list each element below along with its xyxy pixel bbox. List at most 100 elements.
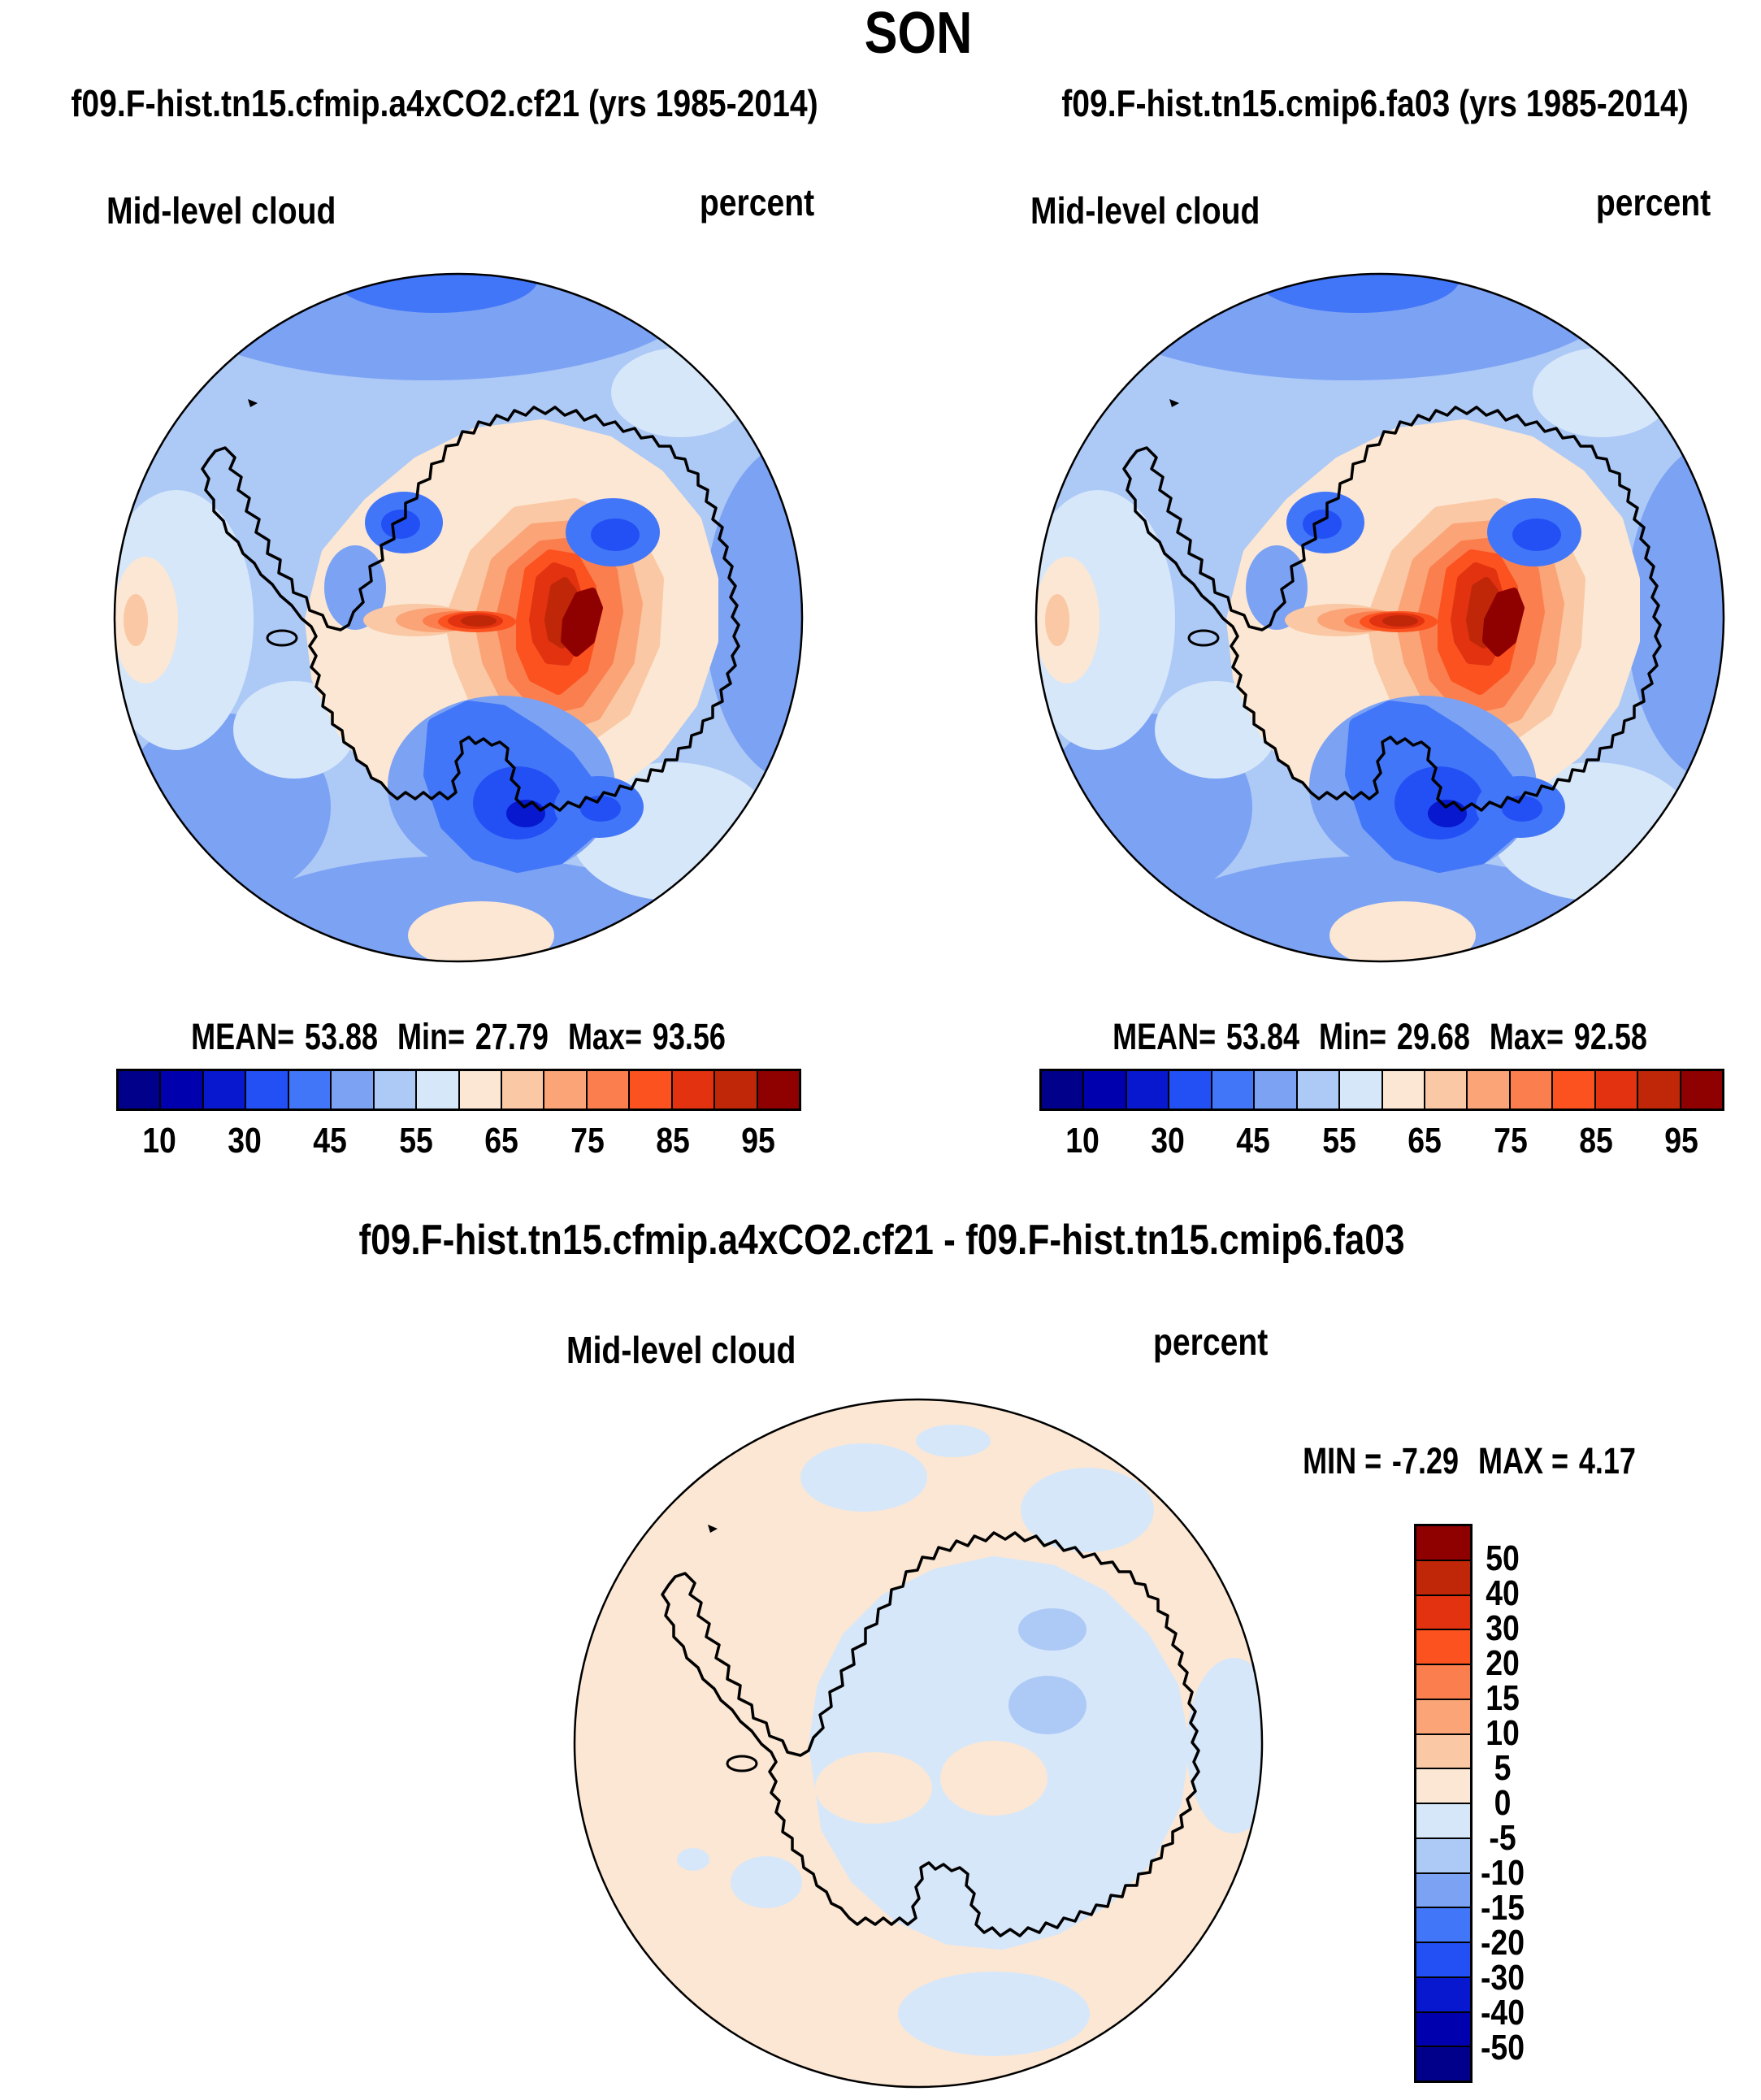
colorbar-segment xyxy=(1042,1071,1085,1109)
diff-colorbar-tick-label: -20 xyxy=(1480,1923,1525,1963)
stats-right: MEAN= 53.84 Min= 29.68 Max= 92.58 xyxy=(1113,1016,1647,1058)
colorbar-tick-label: 85 xyxy=(656,1121,690,1161)
colorbar-segment xyxy=(1425,1071,1468,1109)
diff-colorbar-tick-label: -15 xyxy=(1480,1888,1525,1928)
colorbar-segment xyxy=(374,1071,418,1109)
subtitle-left-case: f09.F-hist.tn15.cfmip.a4xCO2.cf21 (yrs 1… xyxy=(71,82,818,124)
diff-colorbar-tick-label: 50 xyxy=(1486,1538,1520,1578)
stats-left: MEAN= 53.88 Min= 27.79 Max= 93.56 xyxy=(191,1016,726,1058)
colorbar-tick-label: 55 xyxy=(1322,1121,1356,1161)
colorbar-segment xyxy=(1416,1838,1470,1874)
colorbar-ticks-left: 10 30 45 55 65 75 85 95 xyxy=(116,1123,801,1165)
min-value: 27.79 xyxy=(475,1016,549,1057)
colorbar-diff xyxy=(1414,1524,1473,2083)
max-value: 4.17 xyxy=(1578,1440,1636,1482)
map-left xyxy=(111,271,805,965)
colorbar-segment xyxy=(1416,1873,1470,1909)
colorbar-segment xyxy=(544,1071,588,1109)
colorbar-tick-label: 10 xyxy=(1065,1121,1100,1161)
subtitle-right-case: f09.F-hist.tn15.cmip6.fa03 (yrs 1985-201… xyxy=(1061,82,1689,124)
mean-value: 53.84 xyxy=(1225,1016,1300,1057)
min-label: MIN = xyxy=(1303,1440,1382,1482)
diff-colorbar-tick-label: -30 xyxy=(1480,1958,1525,1998)
colorbar-segment xyxy=(1416,1526,1470,1561)
colorbar-segment xyxy=(1638,1071,1681,1109)
colorbar-segment xyxy=(1255,1071,1298,1109)
colorbar-segment xyxy=(246,1071,289,1109)
diff-colorbar-tick-label: 40 xyxy=(1486,1573,1520,1613)
field-label-diff: Mid-level cloud xyxy=(566,1329,796,1371)
colorbar-segment xyxy=(1553,1071,1596,1109)
colorbar-segment xyxy=(1340,1071,1383,1109)
colorbar-segment xyxy=(1169,1071,1212,1109)
colorbar-tick-label: 75 xyxy=(1493,1121,1528,1161)
colorbar-right xyxy=(1039,1069,1724,1111)
colorbar-segment xyxy=(1510,1071,1554,1109)
colorbar-segment xyxy=(1416,1977,1470,2013)
colorbar-tick-label: 85 xyxy=(1579,1121,1613,1161)
diff-colorbar-tick-label: -10 xyxy=(1480,1853,1525,1893)
colorbar-segment xyxy=(630,1071,673,1109)
max-label: Max= xyxy=(567,1016,642,1057)
colorbar-segment xyxy=(1595,1071,1639,1109)
colorbar-segment xyxy=(757,1071,799,1109)
colorbar-ticks-diff: 50 40 30 20 15 10 5 0 -5 -10 -15 -20 -30 -40 -50 xyxy=(1468,1524,1538,2083)
colorbar-segment xyxy=(288,1071,332,1109)
colorbar-segment xyxy=(1126,1071,1170,1109)
colorbar-tick-label: 55 xyxy=(399,1121,433,1161)
field-label-left: Mid-level cloud xyxy=(106,189,336,232)
diff-colorbar-tick-label: -5 xyxy=(1489,1818,1516,1858)
map-diff xyxy=(571,1396,1265,2090)
colorbar-segment xyxy=(332,1071,375,1109)
diff-colorbar-tick-label: -40 xyxy=(1480,1993,1525,2033)
colorbar-tick-label: 30 xyxy=(228,1121,262,1161)
colorbar-segment xyxy=(1681,1071,1722,1109)
colorbar-segment xyxy=(1416,1769,1470,1804)
colorbar-tick-label: 45 xyxy=(1236,1121,1271,1161)
colorbar-segment xyxy=(715,1071,758,1109)
max-value: 92.58 xyxy=(1573,1016,1647,1057)
colorbar-tick-label: 95 xyxy=(1664,1121,1699,1161)
colorbar-tick-label: 65 xyxy=(1407,1121,1442,1161)
colorbar-tick-label: 10 xyxy=(141,1121,176,1161)
colorbar-segment xyxy=(501,1071,545,1109)
diff-colorbar-tick-label: 15 xyxy=(1486,1678,1520,1718)
colorbar-segment xyxy=(1382,1071,1425,1109)
colorbar-segment xyxy=(417,1071,460,1109)
colorbar-segment xyxy=(1084,1071,1127,1109)
colorbar-segment xyxy=(1416,2047,1470,2080)
units-label-left: percent xyxy=(699,181,814,223)
colorbar-segment xyxy=(1416,2012,1470,2048)
min-label: Min= xyxy=(1319,1016,1387,1057)
colorbar-segment xyxy=(1416,1630,1470,1665)
colorbar-segment xyxy=(1212,1071,1256,1109)
antarctica-cloud-map xyxy=(1033,271,1727,965)
diff-colorbar-tick-label: 0 xyxy=(1494,1783,1512,1823)
field-label-right: Mid-level cloud xyxy=(1030,189,1260,232)
colorbar-segment xyxy=(203,1071,247,1109)
subtitle-diff-case: f09.F-hist.tn15.cfmip.a4xCO2.cf21 - f09.… xyxy=(358,1217,1405,1264)
diff-colorbar-tick-label: -50 xyxy=(1480,2028,1525,2067)
colorbar-segment xyxy=(1416,1943,1470,1978)
colorbar-tick-label: 95 xyxy=(741,1121,776,1161)
units-label-right: percent xyxy=(1595,181,1711,223)
colorbar-left xyxy=(116,1069,801,1111)
max-label: MAX = xyxy=(1477,1440,1569,1482)
mean-value: 53.88 xyxy=(304,1016,379,1057)
min-label: Min= xyxy=(397,1016,466,1057)
units-label-diff: percent xyxy=(1153,1321,1269,1363)
colorbar-segment xyxy=(1416,1908,1470,1943)
diff-colorbar-tick-label: 20 xyxy=(1486,1643,1520,1683)
colorbar-segment xyxy=(1416,1595,1470,1631)
diff-colorbar-tick-label: 5 xyxy=(1494,1748,1512,1788)
colorbar-segment xyxy=(1416,1804,1470,1839)
colorbar-segment xyxy=(1468,1071,1511,1109)
colorbar-segment xyxy=(1416,1560,1470,1596)
antarctica-difference-map xyxy=(575,1399,1265,2087)
colorbar-tick-label: 75 xyxy=(570,1121,605,1161)
colorbar-segment xyxy=(459,1071,502,1109)
colorbar-segment xyxy=(672,1071,716,1109)
map-right xyxy=(1033,271,1727,965)
antarctica-cloud-map xyxy=(111,271,805,965)
